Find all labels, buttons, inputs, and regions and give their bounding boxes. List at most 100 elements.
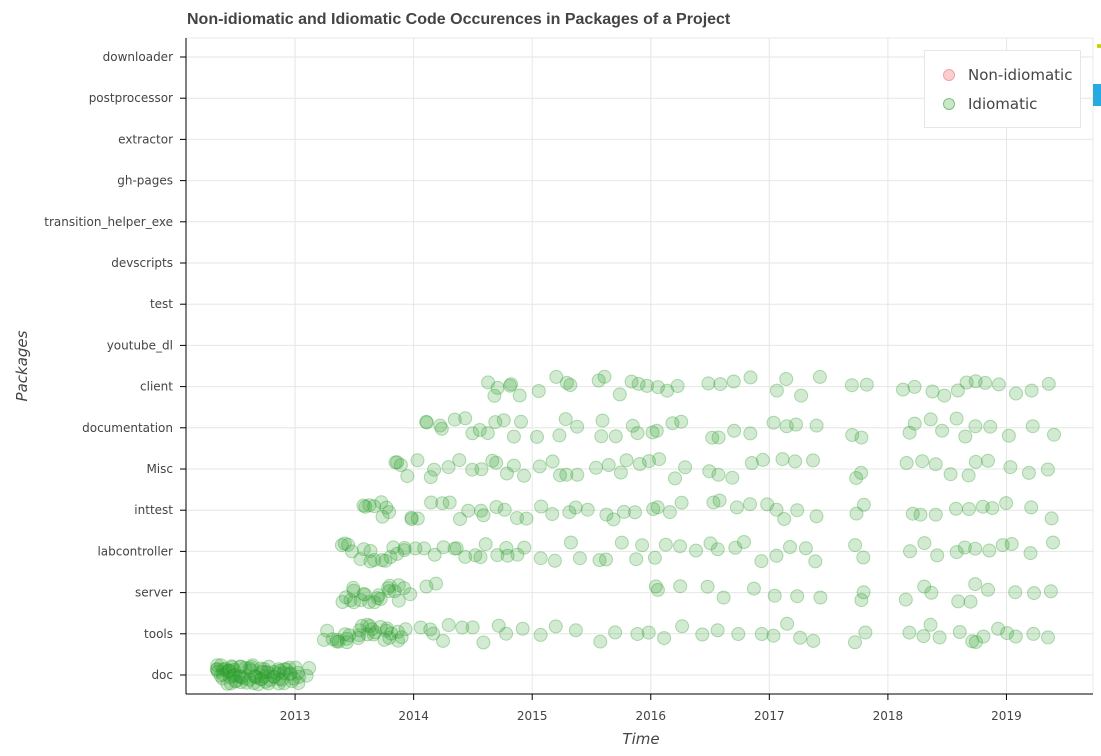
data-point [951, 594, 966, 609]
data-point [614, 535, 629, 550]
data-point [339, 635, 354, 650]
data-point [291, 676, 306, 691]
data-point [728, 540, 743, 555]
data-point [641, 625, 656, 640]
data-point [362, 595, 377, 610]
data-point [646, 502, 661, 516]
data-point [356, 587, 371, 601]
x-tick-label: 2018 [873, 709, 904, 723]
legend-swatch-non-idiomatic [943, 69, 955, 81]
data-point [789, 417, 803, 432]
data-point [925, 384, 940, 399]
data-point [378, 553, 393, 568]
data-point [487, 388, 502, 403]
data-point [1043, 584, 1058, 599]
data-point [649, 423, 664, 438]
data-point [449, 541, 464, 556]
data-point [374, 495, 389, 510]
data-point [568, 623, 583, 638]
data-point [780, 616, 795, 631]
data-point [624, 374, 639, 389]
data-point [930, 548, 945, 563]
data-point [346, 583, 361, 598]
data-point [233, 675, 248, 690]
data-point [700, 579, 715, 594]
data-point [848, 538, 863, 553]
data-point [512, 388, 527, 403]
data-point [210, 658, 225, 673]
data-point [272, 663, 287, 678]
data-point [798, 541, 813, 556]
data-point [648, 579, 663, 594]
data-point [928, 507, 943, 522]
data-point [338, 627, 352, 642]
data-point [968, 635, 983, 649]
y-tick-label: test [150, 297, 173, 311]
data-point [478, 537, 493, 552]
data-point [647, 550, 662, 565]
data-point [903, 544, 917, 559]
data-point [339, 631, 354, 646]
data-point [775, 452, 790, 467]
data-point [856, 585, 871, 600]
data-point [282, 667, 297, 682]
data-point [474, 462, 489, 477]
data-point [858, 625, 873, 640]
data-point [260, 665, 275, 680]
data-point [1027, 586, 1041, 601]
data-point [346, 595, 361, 610]
data-point [373, 591, 388, 606]
data-point [427, 462, 442, 477]
data-point [400, 469, 415, 484]
data-point [1041, 630, 1055, 645]
data-point [365, 622, 379, 637]
data-point [760, 497, 775, 512]
y-tick-label: transition_helper_exe [44, 215, 173, 229]
data-point [353, 552, 368, 567]
data-point [362, 619, 377, 633]
data-point [783, 540, 797, 554]
data-point [726, 374, 741, 389]
data-point [1026, 626, 1041, 641]
data-point [957, 540, 972, 555]
data-point [417, 541, 432, 556]
data-point [1003, 460, 1018, 475]
legend-item-non-idiomatic[interactable]: Non-idiomatic [943, 65, 1072, 85]
data-point [809, 509, 824, 524]
data-point [668, 471, 682, 486]
data-point [455, 620, 470, 635]
legend-swatch-idiomatic [943, 98, 955, 110]
data-point [261, 659, 276, 674]
toolbar-tool-icon[interactable] [1093, 84, 1101, 106]
data-point [591, 373, 606, 388]
legend[interactable]: Non-idiomatic Idiomatic [924, 50, 1081, 128]
toolbar-logo-icon[interactable] [1097, 44, 1101, 48]
data-point [983, 419, 998, 434]
idiomatic-points [209, 369, 1061, 692]
y-tick-label: labcontroller [97, 544, 173, 558]
x-tick-label: 2013 [280, 709, 311, 723]
data-point [499, 541, 514, 555]
data-point [769, 548, 784, 563]
data-point [447, 541, 462, 556]
data-point [959, 375, 974, 390]
data-point [239, 675, 254, 690]
data-point [593, 634, 608, 649]
data-point [767, 588, 782, 603]
data-point [606, 512, 621, 527]
data-point [253, 661, 268, 676]
data-point [949, 411, 964, 426]
data-point [366, 627, 381, 642]
legend-label-non-idiomatic: Non-idiomatic [968, 66, 1073, 84]
data-point [465, 426, 480, 441]
data-point [277, 662, 292, 677]
data-point [216, 662, 230, 677]
y-tick-label: inttest [134, 503, 173, 517]
data-point [917, 536, 932, 551]
legend-item-idiomatic[interactable]: Idiomatic [943, 94, 1037, 114]
data-point [515, 621, 530, 636]
y-tick-label: downloader [103, 50, 173, 64]
y-tick-label: postprocessor [89, 91, 173, 105]
data-point [441, 618, 456, 632]
data-point [937, 388, 952, 403]
